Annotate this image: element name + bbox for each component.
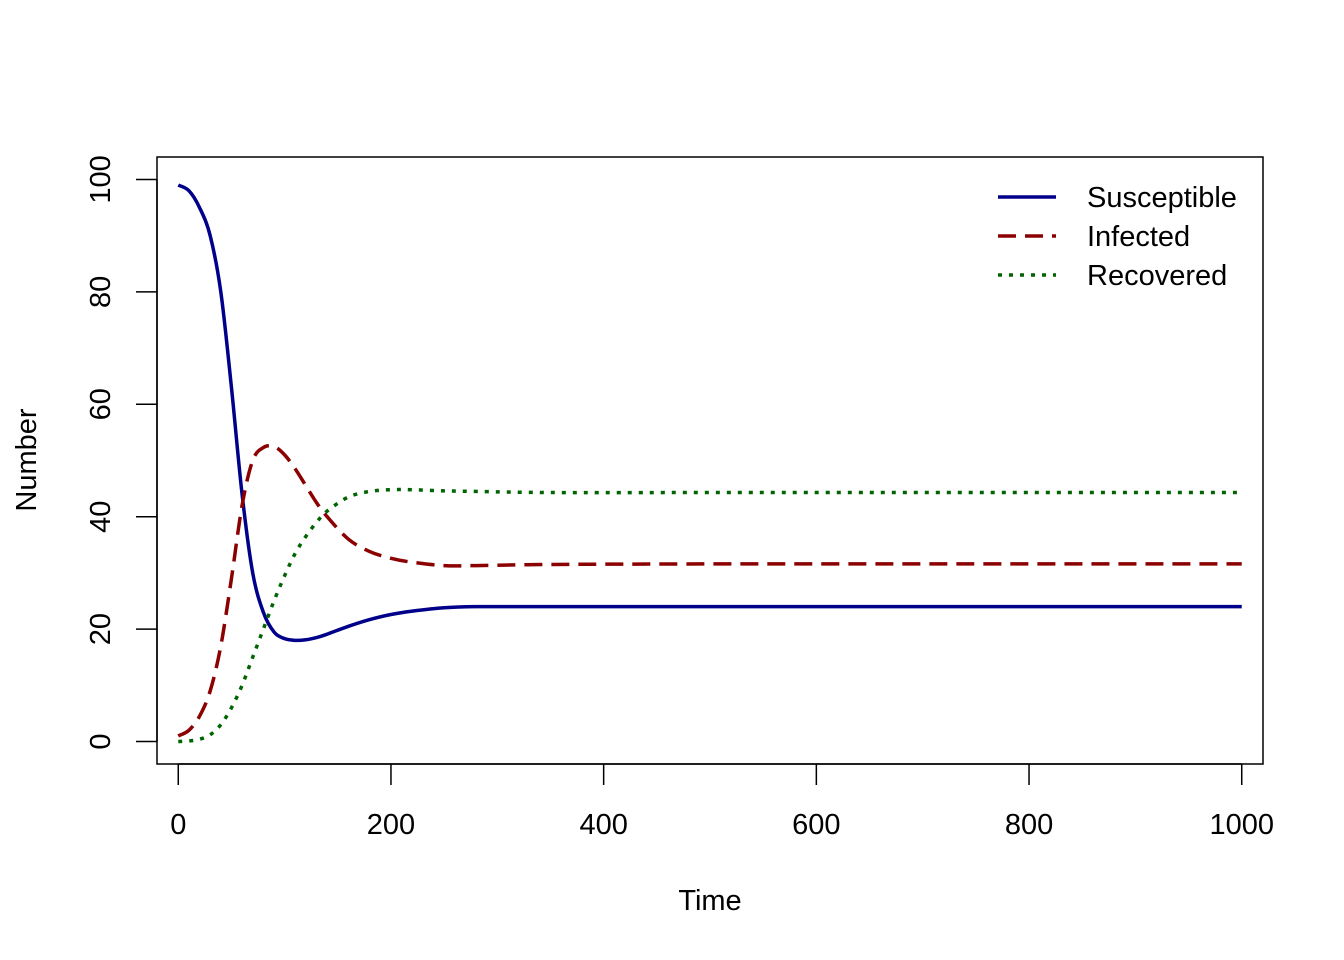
y-axis-label: Number [11, 408, 43, 511]
y-tick-label: 20 [85, 613, 117, 645]
legend: Susceptible Infected Recovered [998, 182, 1237, 292]
y-tick-label: 80 [85, 276, 117, 308]
x-tick-label: 200 [367, 809, 415, 841]
series-line-susceptible [177, 183, 1242, 643]
x-tick-label: 400 [579, 809, 627, 841]
y-tick-label: 40 [85, 501, 117, 533]
y-tick-label: 0 [85, 733, 117, 749]
legend-label-infected: Infected [1087, 221, 1190, 253]
y-tick-label: 60 [85, 388, 117, 420]
legend-label-susceptible: Susceptible [1087, 182, 1237, 214]
legend-label-recovered: Recovered [1087, 260, 1227, 292]
series-line-recovered [178, 487, 1242, 744]
x-axis: 0 200 400 600 800 1000 [170, 763, 1274, 841]
y-axis: 0 20 40 60 80 100 [85, 155, 158, 750]
y-tick-label: 100 [85, 155, 117, 203]
x-axis-label: Time [678, 885, 741, 917]
series-line-infected [177, 443, 1242, 738]
x-tick-label: 600 [792, 809, 840, 841]
x-tick-label: 800 [1005, 809, 1053, 841]
x-tick-label: 0 [170, 809, 186, 841]
x-tick-label: 1000 [1209, 809, 1274, 841]
series-layer [177, 183, 1242, 744]
